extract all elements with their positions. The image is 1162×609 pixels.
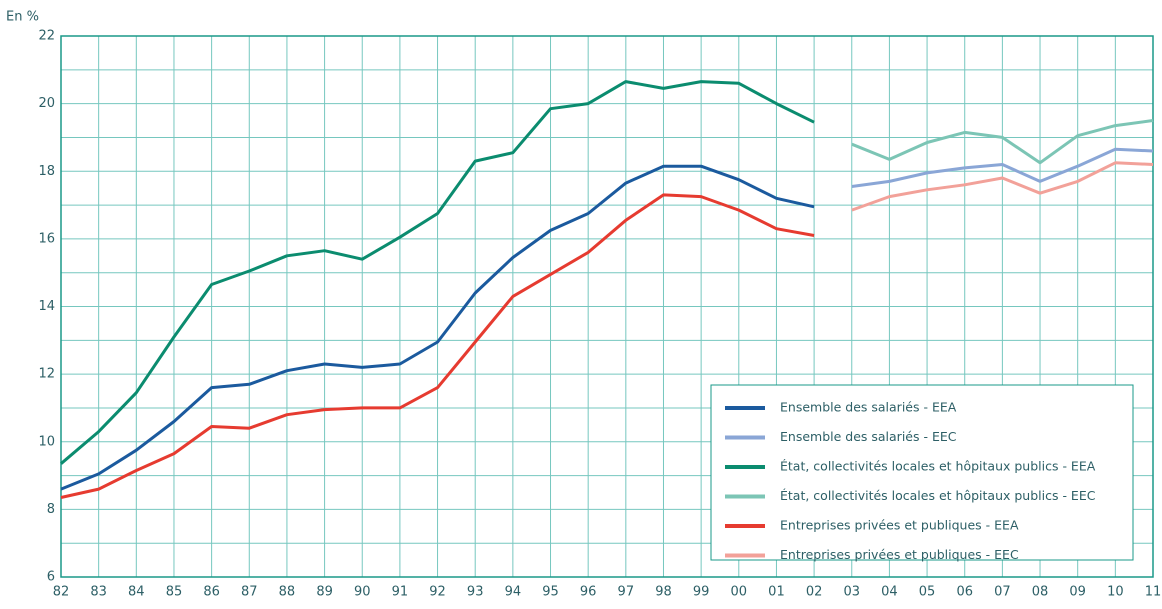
y-unit-label: En % <box>6 10 39 25</box>
x-tick-label: 01 <box>768 585 785 600</box>
x-tick-label: 89 <box>316 585 333 600</box>
y-tick-label: 12 <box>38 367 55 382</box>
x-tick-label: 82 <box>53 585 70 600</box>
x-tick-label: 00 <box>731 585 748 600</box>
x-tick-label: 85 <box>166 585 183 600</box>
x-tick-label: 98 <box>655 585 672 600</box>
y-tick-label: 14 <box>38 299 55 314</box>
x-tick-label: 03 <box>843 585 860 600</box>
legend: Ensemble des salariés - EEA Ensemble des … <box>710 384 1134 562</box>
plot-border <box>60 35 1154 578</box>
series-line <box>60 80 815 465</box>
x-tick-label: 95 <box>542 585 559 600</box>
x-tick-label: 84 <box>128 585 145 600</box>
x-tick-label: 96 <box>580 585 597 600</box>
x-tick-label: 05 <box>919 585 936 600</box>
y-tick-label: 20 <box>38 96 55 111</box>
y-tick-label: 10 <box>38 434 55 449</box>
legend-label: Ensemble des salariés - EEA <box>780 400 957 415</box>
x-tick-label: 10 <box>1107 585 1124 600</box>
y-tick-label: 8 <box>47 502 55 517</box>
y-tick-label: 16 <box>38 231 55 246</box>
series-line <box>851 161 1154 212</box>
x-tick-label: 97 <box>618 585 635 600</box>
legend-label: Entreprises privées et publiques - EEC <box>780 547 1019 562</box>
series-line <box>60 193 815 499</box>
x-tick-label: 04 <box>881 585 898 600</box>
legend-label: État, collectivités locales et hôpitaux … <box>780 488 1096 503</box>
y-tick-label: 6 <box>47 570 55 585</box>
x-tick-label: 07 <box>994 585 1011 600</box>
legend-box <box>710 384 1134 561</box>
x-tick-label: 99 <box>693 585 710 600</box>
x-tick-label: 91 <box>392 585 409 600</box>
x-tick-label: 09 <box>1069 585 1086 600</box>
x-tick-label: 08 <box>1032 585 1049 600</box>
x-tick-label: 86 <box>203 585 220 600</box>
x-tick-label: 94 <box>505 585 522 600</box>
y-tick-label: 22 <box>38 29 55 44</box>
x-tick-label: 90 <box>354 585 371 600</box>
series-line <box>851 147 1154 188</box>
x-tick-label: 87 <box>241 585 258 600</box>
series-line <box>60 164 815 491</box>
x-tick-label: 11 <box>1145 585 1162 600</box>
series-line <box>851 119 1154 165</box>
x-tick-label: 88 <box>279 585 296 600</box>
x-tick-label: 93 <box>467 585 484 600</box>
legend-label: État, collectivités locales et hôpitaux … <box>780 459 1096 474</box>
x-tick-label: 06 <box>956 585 973 600</box>
legend-label: Entreprises privées et publiques - EEA <box>780 518 1019 533</box>
y-tick-label: 18 <box>38 164 55 179</box>
legend-label: Ensemble des salariés - EEC <box>780 429 957 444</box>
x-tick-label: 02 <box>806 585 823 600</box>
x-tick-label: 83 <box>90 585 107 600</box>
x-tick-label: 92 <box>429 585 446 600</box>
